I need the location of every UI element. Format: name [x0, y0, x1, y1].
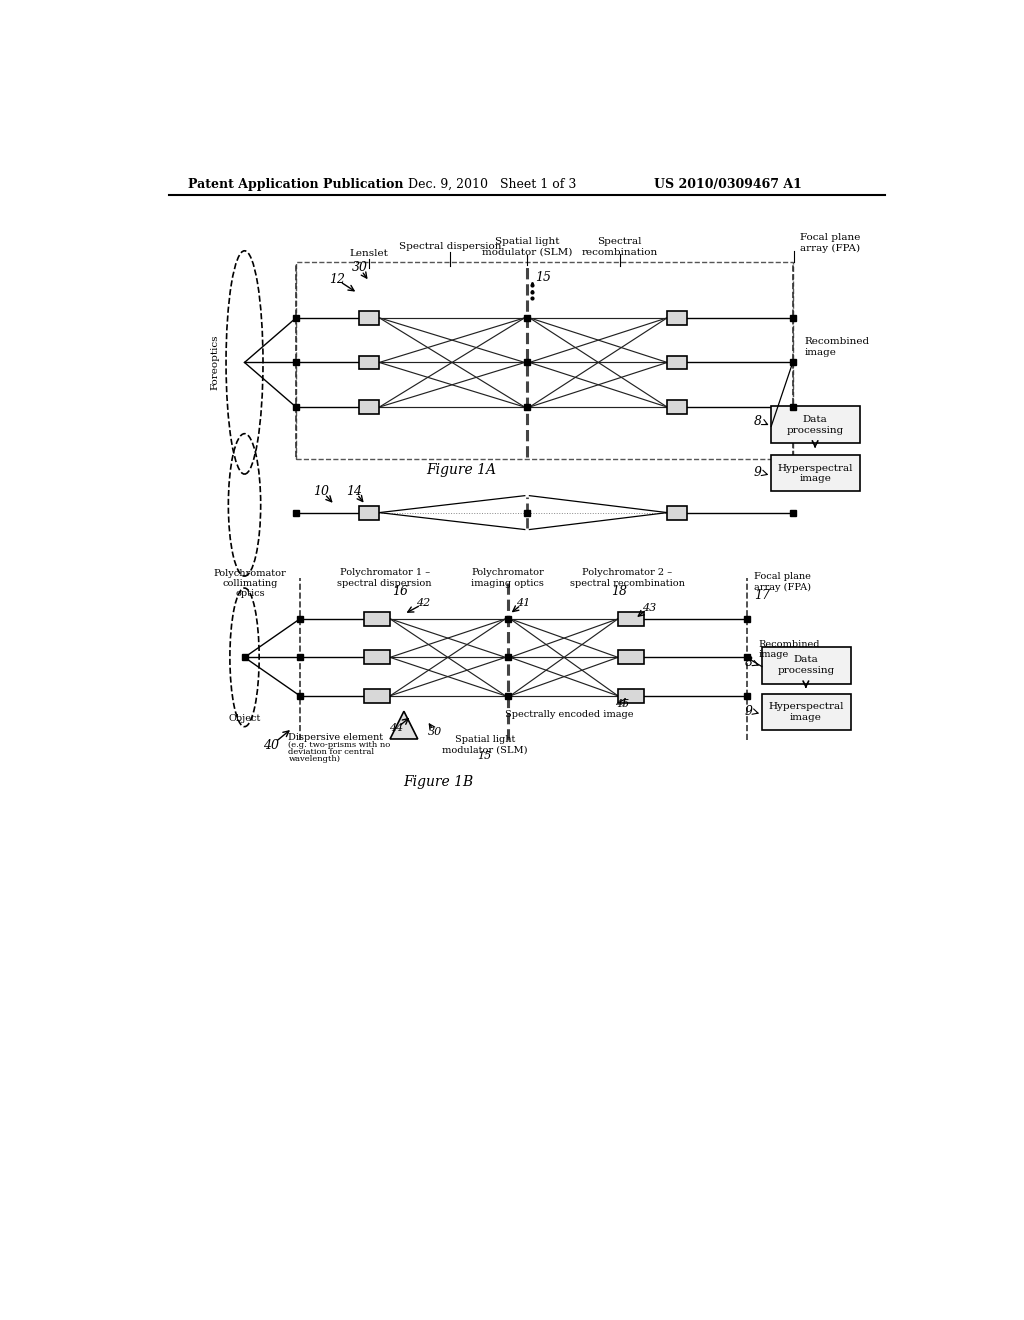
Text: Polychromator
imaging optics: Polychromator imaging optics — [471, 569, 545, 587]
Bar — [359, 355, 379, 370]
Text: 12: 12 — [329, 273, 345, 286]
Text: Figure 1A: Figure 1A — [427, 463, 497, 478]
Text: Spectrally encoded image: Spectrally encoded image — [505, 710, 634, 719]
Text: Dec. 9, 2010   Sheet 1 of 3: Dec. 9, 2010 Sheet 1 of 3 — [408, 178, 577, 190]
Bar — [771, 407, 860, 444]
Text: Lenslet: Lenslet — [350, 248, 389, 257]
Text: Recombined
image: Recombined image — [758, 640, 819, 660]
Text: Foreoptics: Foreoptics — [211, 335, 220, 391]
Text: Hyperspectral
image: Hyperspectral image — [768, 702, 844, 722]
Bar — [359, 312, 379, 325]
Text: 9: 9 — [744, 705, 753, 718]
Bar — [364, 612, 390, 626]
Text: 16: 16 — [392, 585, 408, 598]
Text: Recombined
image: Recombined image — [804, 338, 869, 356]
Text: Focal plane
array (FPA): Focal plane array (FPA) — [801, 234, 861, 253]
Text: Spatial light
modulator (SLM): Spatial light modulator (SLM) — [442, 735, 527, 755]
Text: 44: 44 — [389, 723, 403, 733]
Text: 10: 10 — [313, 486, 330, 499]
Bar — [359, 400, 379, 414]
Text: 43: 43 — [642, 603, 656, 612]
Text: Polychromator
collimating
optics: Polychromator collimating optics — [214, 569, 287, 598]
Text: 17: 17 — [755, 589, 770, 602]
Bar — [668, 355, 687, 370]
Bar — [762, 647, 851, 684]
Text: Data
processing: Data processing — [786, 414, 844, 434]
Text: 14: 14 — [346, 486, 361, 499]
Text: 9: 9 — [754, 466, 762, 479]
Text: Spectral dispersion: Spectral dispersion — [399, 243, 502, 251]
Bar — [771, 455, 860, 491]
Bar — [617, 612, 644, 626]
Text: 8: 8 — [744, 656, 753, 669]
Text: 41: 41 — [516, 598, 530, 609]
Bar — [364, 651, 390, 664]
Text: 18: 18 — [611, 585, 628, 598]
Text: Spatial light
modulator (SLM): Spatial light modulator (SLM) — [482, 238, 572, 256]
Bar — [296, 263, 793, 459]
Bar — [359, 506, 379, 520]
Bar — [617, 689, 644, 702]
Text: 8: 8 — [754, 416, 762, 428]
Text: (e.g. two-prisms with no: (e.g. two-prisms with no — [289, 741, 391, 750]
Bar — [617, 651, 644, 664]
Text: Focal plane
array (FPA): Focal plane array (FPA) — [755, 572, 811, 591]
Text: 40: 40 — [263, 739, 280, 751]
Bar — [668, 400, 687, 414]
Bar — [364, 689, 390, 702]
Text: Object: Object — [228, 714, 261, 723]
Text: Figure 1B: Figure 1B — [403, 775, 474, 789]
Text: Data
processing: Data processing — [777, 655, 835, 675]
Text: Patent Application Publication: Patent Application Publication — [188, 178, 403, 190]
Text: Spectral
recombination: Spectral recombination — [582, 238, 657, 256]
Text: 15: 15 — [536, 271, 551, 284]
Text: 45: 45 — [614, 698, 629, 709]
Text: Hyperspectral
image: Hyperspectral image — [777, 463, 853, 483]
Text: wavelength): wavelength) — [289, 755, 340, 763]
Text: 30: 30 — [428, 727, 441, 737]
Bar — [668, 506, 687, 520]
Polygon shape — [390, 711, 418, 739]
Text: US 2010/0309467 A1: US 2010/0309467 A1 — [654, 178, 802, 190]
Text: 42: 42 — [416, 598, 430, 609]
Text: Polychromator 1 –
spectral dispersion: Polychromator 1 – spectral dispersion — [338, 569, 432, 587]
Bar — [762, 694, 851, 730]
Text: Dispersive element: Dispersive element — [289, 733, 384, 742]
Text: 30: 30 — [352, 261, 368, 275]
Bar — [668, 312, 687, 325]
Text: 15: 15 — [477, 751, 492, 760]
Text: deviation for central: deviation for central — [289, 748, 375, 756]
Text: Polychromator 2 –
spectral recombination: Polychromator 2 – spectral recombination — [569, 569, 685, 587]
